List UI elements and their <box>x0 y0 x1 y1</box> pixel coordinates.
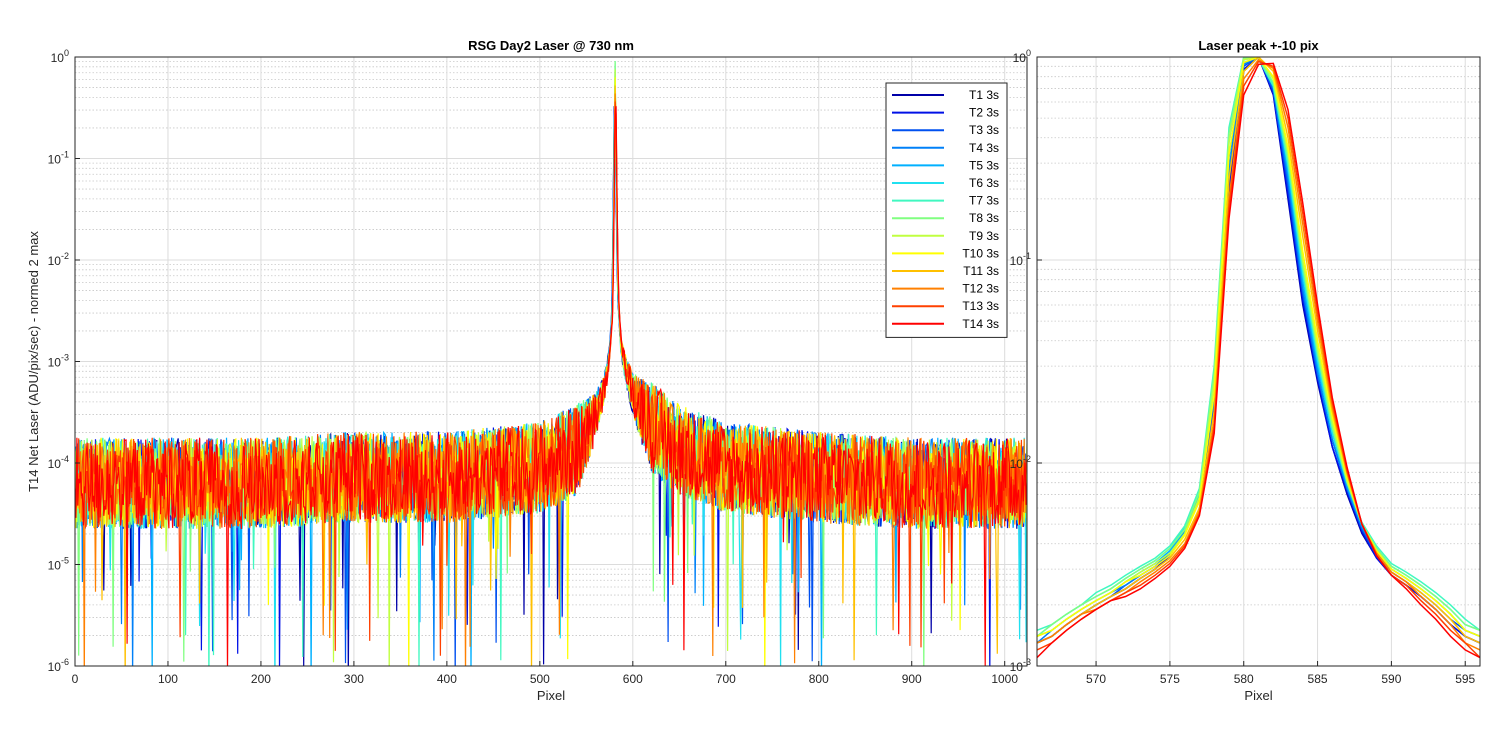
zoom-axes-frame <box>1036 56 1481 667</box>
x-tick-label: 600 <box>623 672 643 686</box>
legend-entry-label: T10 3s <box>962 246 999 260</box>
y-tick-base: 10 <box>48 660 62 674</box>
main-x-tick-labels: 0 100 200 300 400 500 600 700 800 900 1000 <box>72 661 1018 686</box>
x-tick-label: 590 <box>1381 672 1401 686</box>
y-tick-exponent: 0 <box>1026 48 1031 58</box>
legend-entry-label: T6 3s <box>969 176 999 190</box>
y-tick-exponent: -3 <box>1023 657 1031 667</box>
main-spectrum-axes: 0 100 200 300 400 500 600 700 800 900 1000 10010-1… <box>26 38 1028 703</box>
zoom-plot-area <box>1037 57 1480 666</box>
y-tick-label: 100 <box>51 48 69 65</box>
y-tick-base: 10 <box>48 153 62 167</box>
zoom-chart-title: Laser peak +-10 pix <box>1198 38 1319 53</box>
legend-entry-label: T3 3s <box>969 123 999 137</box>
zoom-x-tick-labels: 570 575 580 585 590 595 <box>1086 661 1476 686</box>
x-tick-label: 585 <box>1308 672 1328 686</box>
legend-entry-label: T14 3s <box>962 317 999 331</box>
legend-entry-label: T5 3s <box>969 158 999 172</box>
zoom-x-axis-label: Pixel <box>1244 688 1272 703</box>
y-tick-exponent: 0 <box>64 48 69 58</box>
x-tick-label: 300 <box>344 672 364 686</box>
y-tick-label: 10-3 <box>1010 657 1031 674</box>
y-tick-label: 10-5 <box>48 556 69 573</box>
legend-entry-label: T2 3s <box>969 106 999 120</box>
x-tick-label: 800 <box>809 672 829 686</box>
legend: T1 3s T2 3s T3 3s T4 3s T5 3s T6 3s T7 3s T8 3s… <box>885 82 1008 338</box>
legend-entry-label: T11 3s <box>963 264 999 278</box>
y-tick-label: 10-1 <box>1010 251 1031 268</box>
main-series-lines <box>75 60 1027 666</box>
y-tick-label: 10-4 <box>48 454 69 471</box>
legend-entry-label: T8 3s <box>969 211 999 225</box>
x-tick-label: 575 <box>1160 672 1180 686</box>
legend-entry-label: T12 3s <box>962 282 999 296</box>
y-tick-base: 10 <box>48 457 62 471</box>
x-tick-label: 1000 <box>991 672 1018 686</box>
legend-box <box>885 82 1008 338</box>
y-tick-base: 10 <box>1013 51 1027 65</box>
y-tick-base: 10 <box>1010 254 1024 268</box>
zoom-grid <box>1037 56 1480 667</box>
x-tick-label: 100 <box>158 672 178 686</box>
y-tick-base: 10 <box>48 254 62 268</box>
y-tick-exponent: -1 <box>1023 251 1031 261</box>
legend-entry-label: T1 3s <box>969 88 999 102</box>
y-tick-exponent: -4 <box>61 454 69 464</box>
y-tick-exponent: -1 <box>61 150 69 160</box>
y-tick-base: 10 <box>48 356 62 370</box>
x-tick-label: 500 <box>530 672 550 686</box>
x-tick-label: 700 <box>716 672 736 686</box>
y-tick-label: 100 <box>1013 48 1031 65</box>
legend-entry-label: T4 3s <box>969 141 999 155</box>
peak-series-line <box>1037 57 1480 637</box>
x-tick-label: 595 <box>1455 672 1475 686</box>
zoom-series-lines <box>1037 57 1480 659</box>
x-tick-label: 580 <box>1234 672 1254 686</box>
y-tick-label: 10-2 <box>48 251 69 268</box>
y-tick-label: 10-3 <box>48 353 69 370</box>
legend-entry-label: T9 3s <box>969 229 999 243</box>
y-tick-label: 10-6 <box>48 657 69 674</box>
y-tick-base: 10 <box>51 51 65 65</box>
spectrum-series-line <box>75 106 1027 666</box>
y-tick-exponent: -2 <box>1023 454 1031 464</box>
y-tick-base: 10 <box>1010 660 1024 674</box>
y-tick-exponent: -5 <box>61 556 69 566</box>
y-tick-exponent: -2 <box>61 251 69 261</box>
y-tick-base: 10 <box>48 559 62 573</box>
y-tick-label: 10-1 <box>48 150 69 167</box>
x-tick-label: 900 <box>902 672 922 686</box>
x-tick-label: 0 <box>72 672 79 686</box>
y-tick-label: 10-2 <box>1010 454 1031 471</box>
main-x-axis-label: Pixel <box>537 688 565 703</box>
main-y-axis-label: T14 Net Laser (ADU/pix/sec) - normed 2 m… <box>26 231 41 492</box>
legend-entry-label: T13 3s <box>962 299 999 313</box>
y-tick-exponent: -3 <box>61 353 69 363</box>
x-tick-label: 200 <box>251 672 271 686</box>
x-tick-label: 570 <box>1086 672 1106 686</box>
y-tick-exponent: -6 <box>61 657 69 667</box>
legend-entry-label: T7 3s <box>969 194 999 208</box>
x-tick-label: 400 <box>437 672 457 686</box>
main-chart-title: RSG Day2 Laser @ 730 nm <box>468 38 634 53</box>
y-tick-base: 10 <box>1010 457 1024 471</box>
peak-series-line <box>1037 62 1480 659</box>
